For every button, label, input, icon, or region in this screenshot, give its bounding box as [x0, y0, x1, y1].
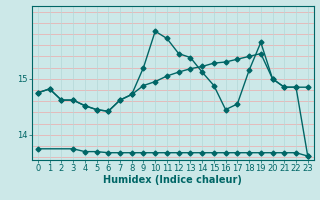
X-axis label: Humidex (Indice chaleur): Humidex (Indice chaleur) — [103, 175, 242, 185]
